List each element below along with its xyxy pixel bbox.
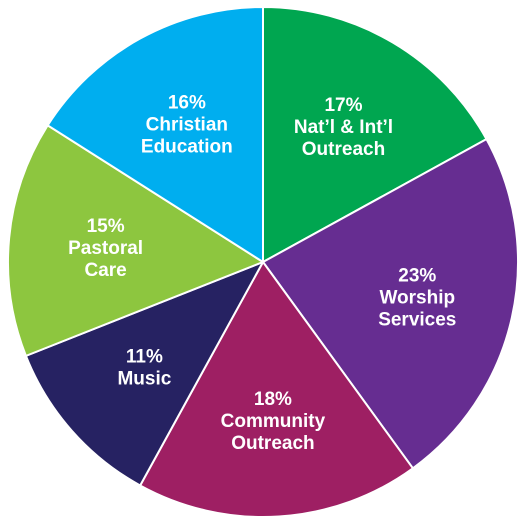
pie-slice-label-4: 15% Pastoral Care [68,216,143,281]
pie-slice-name-line: Worship [379,287,455,308]
pie-slice-name-line: Care [84,260,126,281]
pie-slice-3 [24,261,264,487]
pie-slice-2 [139,261,414,518]
pie-slice-name-line: Christian [146,114,228,135]
pie-slice-name-line: Outreach [302,139,385,160]
pie-slice-name-line: Nat’l & Int’l [294,117,393,138]
pie-slice-1 [262,138,519,470]
pie-slice-label-3: 11% Music [117,347,171,390]
pie-slice-4 [7,124,264,357]
pie-slice-0 [262,6,488,263]
pie-slice-label-0: 17% Nat’l & Int’l Outreach [294,95,393,160]
pie-slice-label-5: 16% Christian Education [141,92,233,157]
pie-slice-percent: 16% [168,92,206,113]
pie-slices [7,6,519,518]
pie-slice-name-line: Services [378,309,456,330]
pie-slice-percent: 11% [126,347,163,368]
pie-slice-percent: 17% [324,95,362,116]
pie-slice-label-1: 23% Worship Services [378,265,456,330]
pie-slice-name-line: Education [141,136,233,157]
pie-slice-name-line: Outreach [231,433,314,454]
pie-slice-percent: 23% [398,265,436,286]
pie-slice-percent: 18% [254,389,292,410]
pie-slice-percent: 15% [87,216,125,237]
pie-slice-5 [46,6,264,263]
pie-slice-name-line: Music [117,369,171,390]
pie-slice-name-line: Community [221,411,326,432]
pie-slice-label-2: 18% Community Outreach [221,389,326,454]
pie-slice-name-line: Pastoral [68,238,143,259]
